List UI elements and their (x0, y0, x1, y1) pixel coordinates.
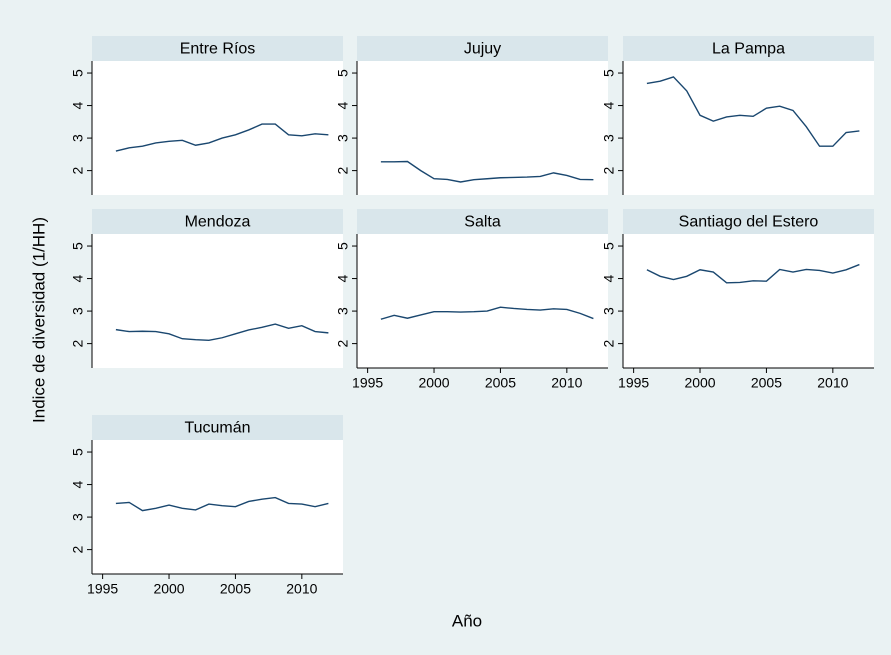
y-tick-label: 5 (70, 448, 86, 456)
plot-area (357, 234, 608, 368)
y-tick-label: 4 (601, 101, 617, 109)
panel-title: La Pampa (712, 41, 785, 58)
y-tick-label: 3 (70, 307, 86, 315)
data-line (115, 496, 329, 512)
plot-area (623, 234, 874, 368)
y-tick-label: 3 (601, 307, 617, 315)
data-line (646, 76, 860, 147)
panel-title: Tucumán (184, 420, 250, 437)
plot-area (92, 61, 343, 195)
y-tick-label: 5 (70, 242, 86, 250)
y-tick-label: 5 (601, 69, 617, 77)
x-tick-label: 1995 (618, 375, 649, 391)
y-tick-label: 5 (335, 69, 351, 77)
x-axis-title: Año (452, 611, 482, 630)
y-tick-label: 3 (335, 134, 351, 142)
x-tick-label: 2000 (684, 375, 715, 391)
panel-title: Entre Ríos (180, 41, 256, 58)
y-tick-label: 4 (70, 101, 86, 109)
y-tick-label: 2 (70, 546, 86, 554)
plot-area (357, 61, 608, 195)
y-tick-label: 2 (70, 340, 86, 348)
panel-header (92, 36, 343, 61)
y-tick-label: 4 (335, 101, 351, 109)
x-tick-label: 2000 (418, 375, 449, 391)
x-tick-label: 1995 (352, 375, 383, 391)
panel-title: Salta (464, 214, 501, 231)
plot-area (623, 61, 874, 195)
y-tick-label: 5 (335, 242, 351, 250)
panel-title: Santiago del Estero (679, 214, 819, 231)
data-line (115, 123, 329, 152)
y-tick-label: 3 (70, 513, 86, 521)
x-tick-label: 1995 (87, 581, 118, 597)
panel-header (623, 36, 874, 61)
panel-title: Jujuy (464, 41, 501, 58)
y-tick-label: 2 (70, 167, 86, 175)
panel-header (92, 415, 343, 440)
x-tick-label: 2005 (751, 375, 782, 391)
plot-area (92, 234, 343, 368)
x-tick-label: 2005 (485, 375, 516, 391)
data-line (380, 306, 594, 320)
panel-title: Mendoza (185, 214, 251, 231)
y-tick-label: 2 (601, 340, 617, 348)
y-tick-label: 2 (335, 340, 351, 348)
x-tick-label: 2005 (220, 581, 251, 597)
panel-header (357, 209, 608, 234)
y-axis-title: Indice de diversidad (1/HH) (29, 217, 48, 423)
data-line (115, 323, 329, 342)
panel-header (623, 209, 874, 234)
y-tick-label: 4 (335, 274, 351, 282)
y-tick-label: 5 (601, 242, 617, 250)
data-line (646, 263, 860, 284)
y-tick-label: 4 (70, 480, 86, 488)
plot-area (92, 440, 343, 574)
data-line (380, 160, 594, 183)
panel-header (92, 209, 343, 234)
x-tick-label: 2010 (817, 375, 848, 391)
y-tick-label: 2 (335, 167, 351, 175)
x-tick-label: 2000 (153, 581, 184, 597)
y-tick-label: 4 (70, 274, 86, 282)
panel-header (357, 36, 608, 61)
y-tick-label: 4 (601, 274, 617, 282)
x-tick-label: 2010 (286, 581, 317, 597)
y-tick-label: 2 (601, 167, 617, 175)
y-tick-label: 5 (70, 69, 86, 77)
y-tick-label: 3 (601, 134, 617, 142)
y-tick-label: 3 (70, 134, 86, 142)
x-tick-label: 2010 (551, 375, 582, 391)
y-tick-label: 3 (335, 307, 351, 315)
